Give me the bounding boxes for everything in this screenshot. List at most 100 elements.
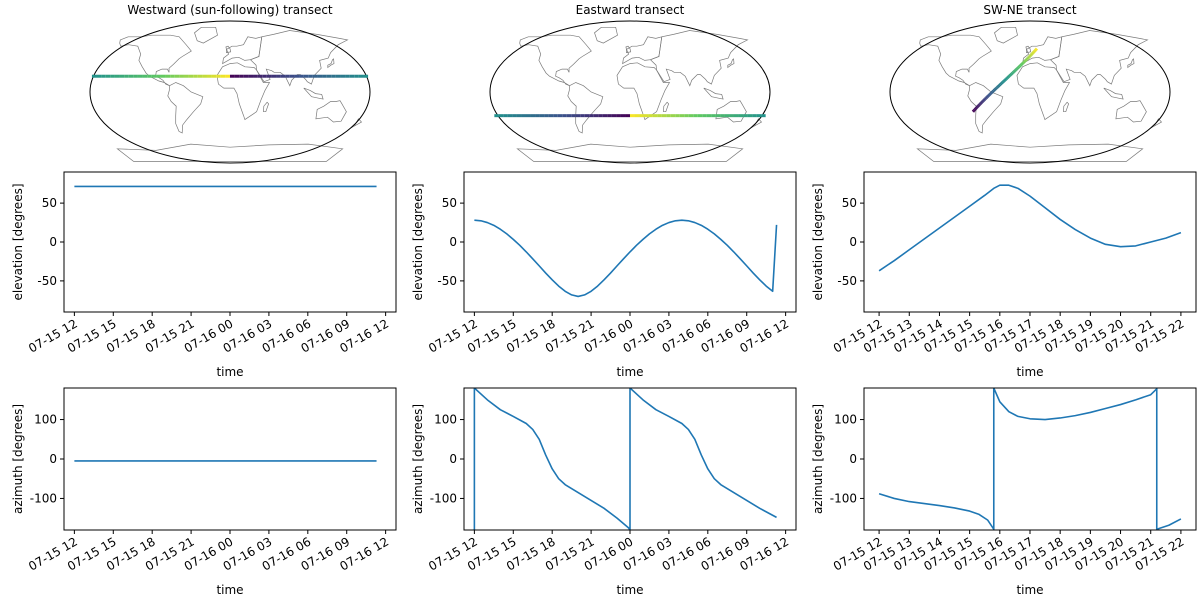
africa-outline	[216, 62, 271, 121]
australia-outline	[1115, 100, 1147, 123]
map-panel-westward: Westward (sun-following) transect	[89, 3, 371, 164]
world-map-westward	[89, 20, 371, 164]
x-axis-label: time	[216, 583, 243, 597]
transect-segment	[993, 87, 997, 91]
australia-outline	[715, 100, 747, 123]
transect-segment	[1028, 53, 1033, 58]
y-tick-label: 100	[834, 413, 857, 427]
europe-outline	[1022, 36, 1063, 65]
transect-segment	[982, 98, 987, 102]
greenland-outline	[594, 26, 618, 44]
map-boundary	[89, 20, 371, 164]
transect-segment	[998, 83, 1002, 87]
uk-outline	[1025, 45, 1032, 54]
transect-segment	[996, 85, 1000, 89]
transect-segment	[1025, 57, 1030, 61]
transect-segment	[971, 109, 975, 113]
y-axis-label: azimuth [degrees]	[811, 404, 825, 514]
transect-segment	[1003, 78, 1008, 82]
transect-segment	[987, 93, 991, 98]
transect-segment	[1011, 70, 1015, 74]
y-tick-label: 0	[49, 235, 57, 249]
plot-frame	[863, 171, 1197, 313]
antarctica-outline	[116, 143, 344, 162]
north-america-outline	[119, 34, 192, 87]
transect-segment	[997, 84, 1001, 88]
y-tick-label: -50	[837, 274, 857, 288]
indonesia-outline	[1103, 87, 1124, 100]
uk-outline	[225, 45, 232, 54]
transect-segment	[981, 99, 986, 103]
transect-segment	[992, 88, 996, 92]
y-tick-label: 50	[42, 196, 57, 210]
map-panel-eastward: Eastward transect	[489, 3, 771, 164]
map-boundary	[889, 20, 1171, 164]
transect-segment	[1024, 58, 1029, 62]
transect-segment	[1008, 73, 1012, 78]
transect-segment	[1019, 63, 1023, 67]
transect-swne	[971, 47, 1039, 113]
transect-segment	[1032, 49, 1037, 53]
plot-frame	[63, 171, 397, 313]
y-tick-label: -50	[437, 274, 457, 288]
transect-segment	[1000, 81, 1004, 85]
map-title-westward: Westward (sun-following) transect	[127, 3, 333, 17]
y-tick-label: 100	[34, 413, 57, 427]
map-title-eastward: Eastward transect	[576, 3, 685, 17]
world-map-swne	[889, 20, 1171, 164]
greenland-outline	[194, 26, 218, 44]
japan-outline	[327, 58, 335, 69]
transect-segment	[990, 90, 994, 94]
transect-segment	[1018, 64, 1022, 68]
transect-segment	[979, 101, 983, 105]
transect-segment	[1001, 80, 1005, 84]
uk-outline	[625, 45, 632, 54]
north-america-outline	[519, 34, 592, 87]
series-line	[474, 219, 778, 298]
europe-outline	[222, 36, 263, 65]
asia-outline	[1049, 30, 1149, 87]
y-axis-label: azimuth [degrees]	[411, 404, 425, 514]
x-axis-label: time	[616, 583, 643, 597]
transect-segment	[988, 92, 992, 96]
transect-segment	[1017, 65, 1021, 69]
madagascar-outline	[263, 101, 270, 113]
x-axis-label: time	[1016, 365, 1043, 379]
antarctica-outline	[916, 143, 1144, 162]
y-tick-label: 0	[449, 235, 457, 249]
y-tick-label: 100	[434, 413, 457, 427]
transect-segment	[1013, 68, 1018, 72]
transect-segment	[985, 95, 989, 100]
madagascar-outline	[663, 101, 670, 113]
y-tick-label: -100	[830, 491, 857, 505]
indonesia-outline	[303, 87, 324, 100]
antarctica-outline	[516, 143, 744, 162]
y-tick-label: 0	[849, 235, 857, 249]
series-line	[878, 184, 1182, 272]
indonesia-outline	[703, 87, 724, 100]
australia-outline	[315, 100, 347, 123]
transect-segment	[1023, 59, 1027, 63]
transect-segment	[972, 108, 976, 112]
transect-segment	[983, 96, 988, 101]
transect-segment	[1009, 72, 1013, 77]
asia-outline	[649, 30, 749, 87]
north-america-outline	[919, 34, 992, 87]
transect-segment	[1022, 60, 1026, 64]
transect-segment	[1026, 55, 1031, 60]
transect-segment	[1006, 75, 1010, 80]
south-america-outline	[167, 82, 204, 134]
transect-segment	[1029, 52, 1034, 56]
transect-segment	[1005, 76, 1009, 81]
y-tick-label: -100	[430, 491, 457, 505]
y-axis-label: elevation [degrees]	[11, 183, 25, 300]
transect-segment	[974, 106, 978, 110]
plot-frame	[863, 387, 1197, 531]
y-axis-label: elevation [degrees]	[411, 183, 425, 300]
transect-segment	[975, 105, 979, 109]
